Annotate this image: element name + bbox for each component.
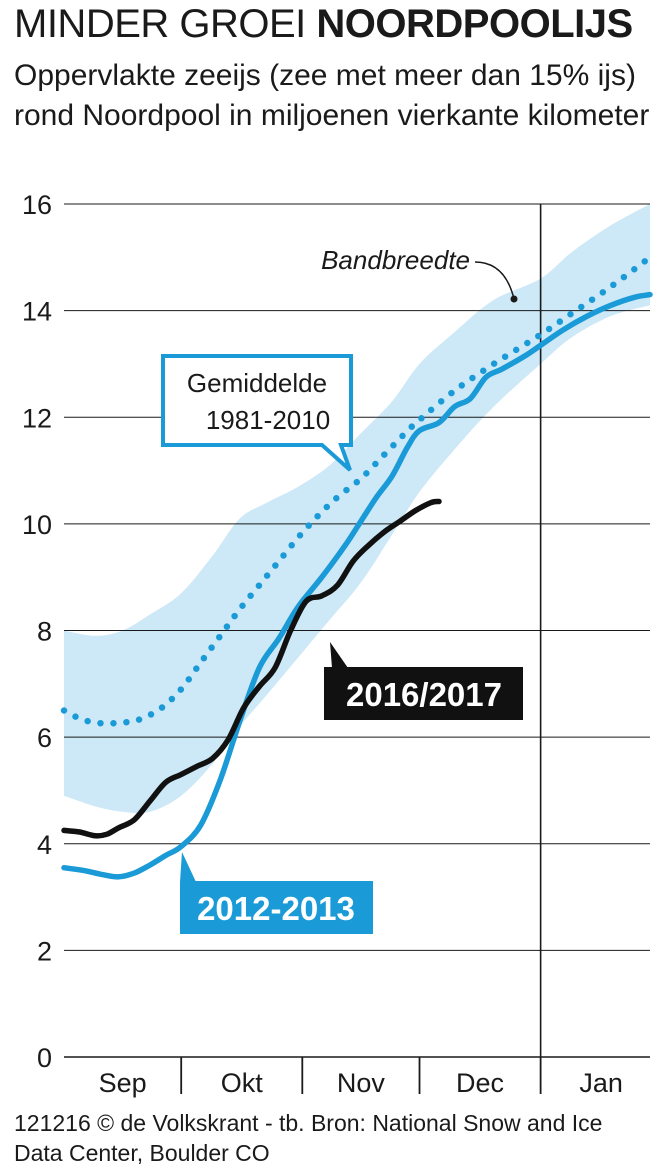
- tag-2012-box: [180, 881, 373, 934]
- x-tick-label-jan: Jan: [579, 1068, 623, 1098]
- y-tick-label-16: 16: [22, 190, 52, 220]
- average-callout-line1: Gemiddelde: [187, 368, 327, 398]
- tag-2012-2013: 2012-2013: [180, 852, 373, 934]
- x-tick-label-dec: Dec: [456, 1068, 504, 1098]
- tag-2016-pointer: [330, 642, 348, 668]
- average-callout: Gemiddelde 1981-2010: [161, 354, 353, 472]
- band-label-dot: [510, 295, 518, 303]
- y-tick-label-12: 12: [22, 403, 52, 433]
- y-tick-label-0: 0: [37, 1043, 52, 1073]
- chart-subtitle: Oppervlakte zeeijs (zee met meer dan 15%…: [14, 59, 650, 132]
- band-label-leader: [474, 261, 515, 300]
- sea-ice-chart: 0 2 4 6 8 10 12 14 16 Sep Okt Nov Dec Jan Bandbreedte…: [22, 190, 654, 1098]
- tag-2012-label: 2012-2013: [197, 890, 355, 927]
- y-tick-label-6: 6: [37, 723, 52, 753]
- y-tick-label-10: 10: [22, 510, 52, 540]
- chart-title-light: MINDER GROEI: [14, 2, 306, 46]
- annotation-layer: Bandbreedte Gemiddelde 1981-2010 2016/20…: [161, 245, 523, 934]
- average-callout-line2: 1981-2010: [206, 405, 330, 435]
- x-tick-label-nov: Nov: [337, 1068, 386, 1098]
- tag-2016-label: 2016/2017: [346, 676, 502, 713]
- source-note: 121216 © de Volkskrant - tb. Bron: Natio…: [14, 1110, 603, 1166]
- band-label: Bandbreedte: [321, 245, 470, 275]
- series-2016-2017-line: [61, 498, 442, 839]
- y-tick-label-14: 14: [22, 297, 52, 327]
- x-tick-label-sep: Sep: [99, 1068, 147, 1098]
- y-tick-label-8: 8: [37, 617, 52, 647]
- axis-layer: 0 2 4 6 8 10 12 14 16 Sep Okt Nov Dec Jan: [22, 190, 623, 1098]
- tag-2016-2017: 2016/2017: [324, 642, 523, 720]
- series-2012-2013-line: [61, 291, 653, 880]
- x-tick-label-okt: Okt: [221, 1068, 264, 1098]
- chart-title-bold: NOORDPOOLIJS: [316, 2, 633, 46]
- band-area: [64, 204, 650, 814]
- band-layer: [64, 204, 650, 814]
- chart-title: MINDER GROEI NOORDPOOLIJS: [14, 2, 633, 46]
- y-tick-label-4: 4: [37, 830, 52, 860]
- series-layer: [60, 254, 654, 880]
- tag-2012-pointer: [180, 852, 196, 882]
- tag-2016-box: [324, 667, 523, 720]
- average-callout-box: [161, 354, 353, 472]
- series-average-line: [60, 254, 654, 727]
- y-tick-label-2: 2: [37, 936, 52, 966]
